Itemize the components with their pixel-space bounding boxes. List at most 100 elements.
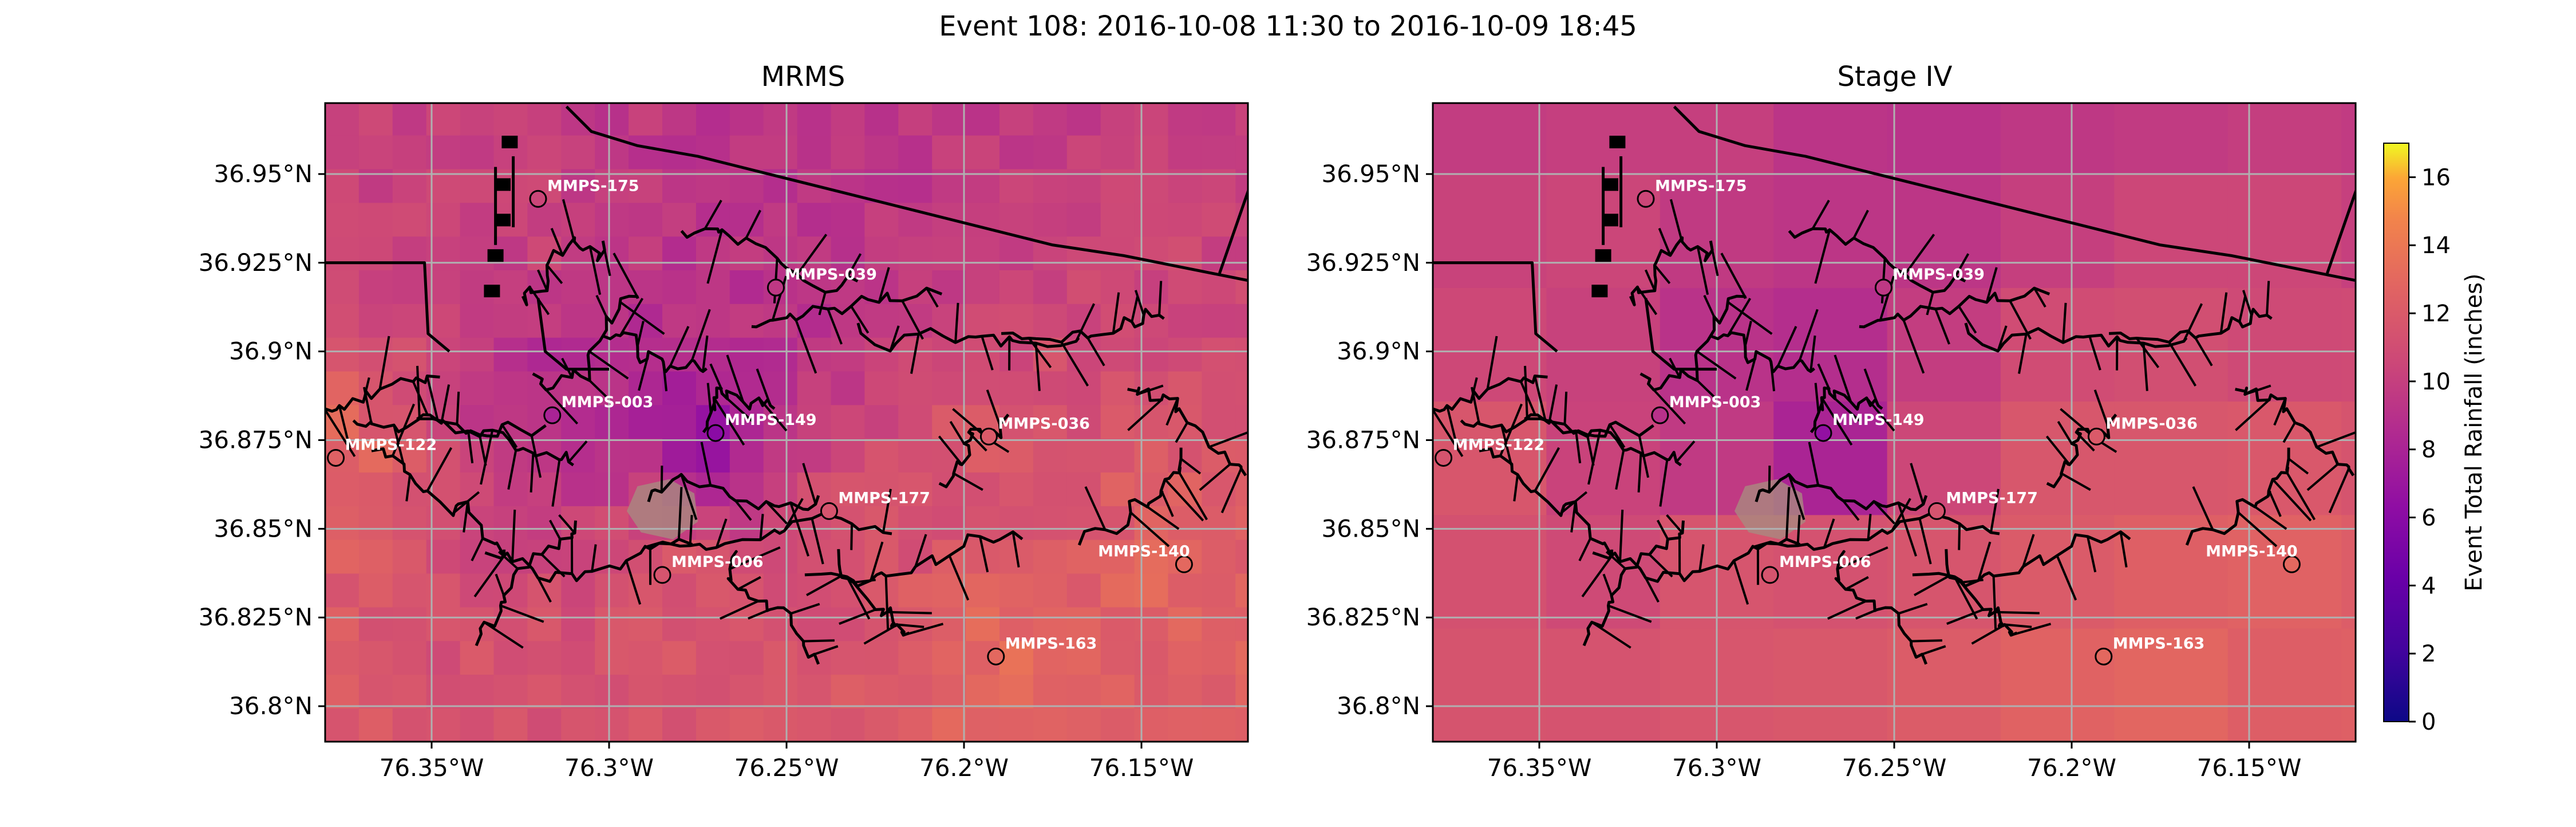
raster-cell xyxy=(966,371,1000,405)
gauge-marker[interactable] xyxy=(821,503,837,519)
raster-cell xyxy=(764,708,798,742)
raster-cell xyxy=(999,101,1034,136)
raster-cell xyxy=(932,405,966,439)
raster-cell xyxy=(1033,539,1068,574)
coastline-branch xyxy=(1911,640,1942,641)
gauge-marker[interactable] xyxy=(328,450,344,466)
raster-cell xyxy=(325,506,359,540)
raster-cell xyxy=(595,674,629,708)
y-ticks-mrms: 36.95°N36.925°N36.9°N36.875°N36.85°N36.8… xyxy=(199,160,325,720)
raster-cell xyxy=(460,304,495,338)
raster-cell xyxy=(1033,708,1068,742)
gauge-marker[interactable] xyxy=(708,425,724,441)
raster-cell xyxy=(1101,135,1135,170)
raster-cell xyxy=(2001,288,2115,401)
raster-cell xyxy=(764,337,798,372)
raster-cell xyxy=(629,236,663,270)
raster-cell xyxy=(561,539,595,574)
raster-cell xyxy=(325,640,359,675)
raster-cell xyxy=(561,607,595,641)
raster-cell xyxy=(831,438,866,472)
gauge-marker[interactable] xyxy=(654,567,670,583)
raster-cell xyxy=(359,236,393,270)
gauge-marker[interactable] xyxy=(988,648,1004,664)
raster-cell xyxy=(966,236,1000,270)
raster-cell xyxy=(730,202,764,237)
raster-cell xyxy=(595,708,629,742)
gauge-label: MMPS-177 xyxy=(1946,489,2038,507)
raster-cell xyxy=(797,202,832,237)
gauge-marker[interactable] xyxy=(768,279,784,296)
raster-cell xyxy=(898,304,933,338)
raster-cell xyxy=(527,607,562,641)
gauge-marker[interactable] xyxy=(1652,407,1668,423)
raster-cell xyxy=(1202,202,1236,237)
raster-cell xyxy=(561,270,595,304)
gauge-marker[interactable] xyxy=(1638,191,1654,207)
raster-cell xyxy=(1168,640,1203,675)
raster-cell xyxy=(831,101,866,136)
raster-cell xyxy=(864,640,899,675)
raster-cell xyxy=(1033,135,1068,170)
raster-cell xyxy=(898,135,933,170)
raster-cell xyxy=(999,573,1034,608)
raster-cell xyxy=(460,539,495,574)
gauge-marker[interactable] xyxy=(544,407,560,423)
gauge-marker[interactable] xyxy=(1929,503,1945,519)
raster-cell xyxy=(1101,640,1135,675)
gauge-marker[interactable] xyxy=(2088,428,2104,444)
raster-cell xyxy=(966,304,1000,338)
raster-cell xyxy=(898,573,933,608)
raster-cell xyxy=(2228,401,2342,515)
raster-cell xyxy=(1168,674,1203,708)
gauge-marker[interactable] xyxy=(1436,450,1452,466)
raster-cell xyxy=(1433,288,1547,401)
gauge-marker[interactable] xyxy=(2096,648,2112,664)
colorbar-tick-label: 10 xyxy=(2421,369,2451,395)
coastline-branch xyxy=(1412,389,1425,406)
raster-cell xyxy=(1067,674,1101,708)
panel-title-stage4: Stage IV xyxy=(1838,61,1953,93)
raster-cell xyxy=(1101,202,1135,237)
raster-cell xyxy=(1433,628,1547,742)
raster-cell xyxy=(527,674,562,708)
gauge-label: MMPS-140 xyxy=(1098,542,1190,560)
raster-cell xyxy=(1202,304,1236,338)
y-tick-label: 36.875°N xyxy=(199,426,313,454)
x-tick-label: 76.3°W xyxy=(1672,754,1761,782)
raster-cell xyxy=(1168,202,1203,237)
raster-cell xyxy=(595,472,629,506)
raster-cell xyxy=(1135,202,1169,237)
gauge-marker[interactable] xyxy=(1815,425,1831,441)
raster-cell xyxy=(966,674,1000,708)
raster-cell xyxy=(1433,515,1547,629)
raster-cell xyxy=(393,337,427,372)
raster-cell xyxy=(999,371,1034,405)
raster-cell xyxy=(1235,472,1270,506)
raster-cell xyxy=(999,438,1034,472)
gauge-marker[interactable] xyxy=(530,191,546,207)
y-tick-label: 36.825°N xyxy=(199,603,313,631)
raster-cell xyxy=(730,304,764,338)
raster-cell xyxy=(1033,438,1068,472)
raster-cell xyxy=(932,270,966,304)
gauge-marker[interactable] xyxy=(981,428,997,444)
gauge-label: MMPS-177 xyxy=(838,489,930,507)
raster-cell xyxy=(595,573,629,608)
raster-cell xyxy=(393,202,427,237)
gauge-marker[interactable] xyxy=(1762,567,1778,583)
y-tick-label: 36.9°N xyxy=(229,337,313,365)
gauge-label: MMPS-175 xyxy=(547,177,639,195)
raster-cell xyxy=(730,337,764,372)
raster-cell xyxy=(1033,304,1068,338)
gauge-label: MMPS-149 xyxy=(725,411,817,429)
raster-cell xyxy=(999,472,1034,506)
raster-cell xyxy=(393,135,427,170)
raster-cell xyxy=(2001,61,2115,175)
raster-cell xyxy=(1235,405,1270,439)
gauge-label: MMPS-003 xyxy=(562,393,654,411)
raster-cell xyxy=(999,674,1034,708)
gauge-marker[interactable] xyxy=(1875,279,1891,296)
raster-cell xyxy=(527,202,562,237)
raster-cell xyxy=(561,708,595,742)
